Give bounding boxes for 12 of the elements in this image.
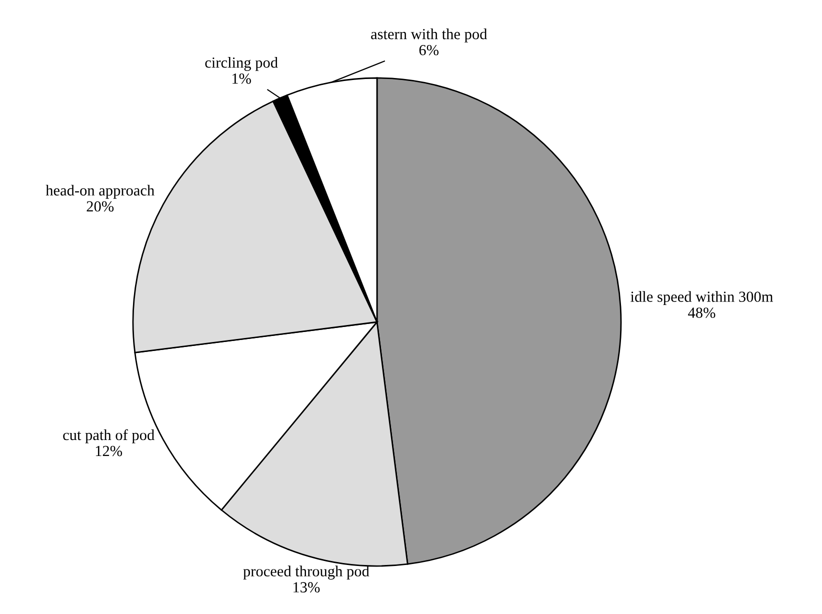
- data-label: 13%: [294, 582, 320, 593]
- slice-label: cut path of pod: [63, 429, 154, 444]
- data-label: 1%: [232, 73, 251, 84]
- data-label: 12%: [96, 446, 122, 456]
- data-label: 48%: [688, 308, 716, 318]
- slice-label: proceed through pod: [243, 566, 370, 580]
- data-label: 6%: [419, 44, 439, 56]
- slice-label: circling pod: [205, 57, 278, 71]
- slice-label: head-on approach: [46, 184, 154, 199]
- slice-label: astern with the pod: [371, 28, 488, 42]
- data-label: 20%: [86, 201, 114, 212]
- slice-label: idle speed within 300m: [630, 291, 774, 306]
